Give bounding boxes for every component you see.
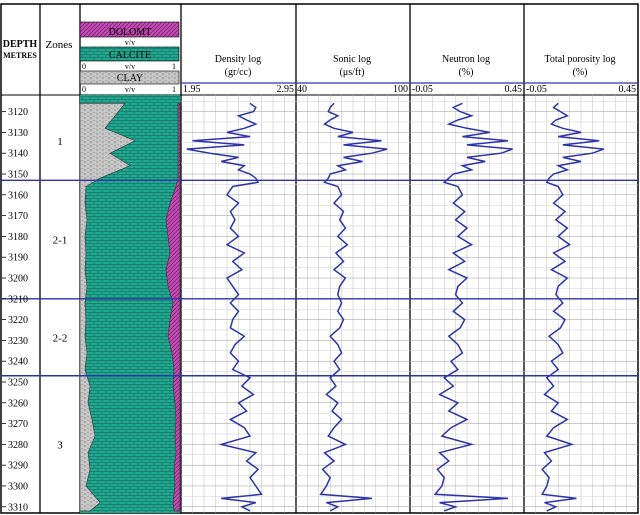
zone-label: 1 bbox=[57, 136, 63, 148]
track-min-porosity: -0.05 bbox=[526, 84, 547, 95]
litho-scale-mid: v/v bbox=[125, 85, 135, 94]
track-unit-sonic: (μs/ft) bbox=[340, 67, 365, 78]
dolomite-fill bbox=[165, 103, 181, 512]
zone-boundaries bbox=[1, 179, 638, 377]
track-grids bbox=[181, 95, 638, 513]
legend-label-calcite: CALCITE bbox=[109, 50, 151, 61]
depth-header-line2: METRES bbox=[3, 51, 37, 60]
zone-label: 2-2 bbox=[53, 332, 68, 344]
track-max-porosity: 0.45 bbox=[619, 84, 637, 95]
depth-tick-label: 3200 bbox=[8, 274, 28, 285]
curve-sonic-log bbox=[319, 102, 388, 512]
lithology-track bbox=[79, 95, 181, 513]
track-max-density: 2.95 bbox=[277, 84, 295, 95]
depth-tick-label: 3160 bbox=[8, 190, 28, 201]
depth-tick-label: 3290 bbox=[8, 461, 28, 472]
depth-tick-label: 3190 bbox=[8, 253, 28, 264]
track-unit-neutron: (%) bbox=[459, 67, 474, 78]
track-title-porosity: Total porosity log bbox=[545, 54, 616, 65]
zones-header: Zones bbox=[46, 39, 73, 51]
litho-scale-right: 1 bbox=[172, 85, 176, 94]
depth-tick-label: 3150 bbox=[8, 170, 28, 181]
zone-label: 2-1 bbox=[53, 235, 68, 247]
legend-unit-2: v/v bbox=[125, 62, 135, 71]
depth-tick-label: 3210 bbox=[8, 294, 28, 305]
track-title-sonic: Sonic log bbox=[333, 54, 371, 65]
legend-unit-1: v/v bbox=[125, 38, 135, 47]
header: DEPTH METRES Zones DOLOMT v/v CALCITE v/… bbox=[3, 21, 637, 95]
legend-clay-left: 0 bbox=[82, 62, 86, 71]
track-min-density: 1.95 bbox=[183, 84, 201, 95]
track-unit-density: (gr/cc) bbox=[225, 67, 252, 78]
depth-tick-label: 3270 bbox=[8, 419, 28, 430]
depth-tick-label: 3260 bbox=[8, 398, 28, 409]
zone-label: 3 bbox=[57, 439, 63, 451]
depth-tick-label: 3230 bbox=[8, 336, 28, 347]
legend-clay-right: 1 bbox=[172, 62, 176, 71]
log-curves bbox=[186, 102, 605, 512]
depth-tick-label: 3180 bbox=[8, 232, 28, 243]
litho-scale-left: 0 bbox=[82, 85, 86, 94]
track-title-density: Density log bbox=[215, 54, 261, 65]
legend-swatch-dolomite bbox=[79, 21, 180, 38]
depth-tick-label: 3250 bbox=[8, 377, 28, 388]
zone-labels: 1 2-1 2-2 3 bbox=[53, 136, 68, 452]
outer-border bbox=[0, 3, 639, 514]
depth-tick-label: 3140 bbox=[8, 149, 28, 160]
depth-tick-label: 3170 bbox=[8, 211, 28, 222]
depth-axis: 3120 3130 3140 3150 3160 3170 3180 3190 3200 3210… bbox=[2, 107, 28, 513]
track-unit-porosity: (%) bbox=[573, 67, 588, 78]
depth-tick-label: 3220 bbox=[8, 315, 28, 326]
depth-header-line1: DEPTH bbox=[3, 39, 38, 50]
legend-swatch-calcite bbox=[79, 46, 180, 62]
curve-total-porosity-log bbox=[541, 102, 605, 512]
depth-tick-label: 3120 bbox=[8, 107, 28, 118]
curve-neutron-log bbox=[433, 102, 513, 512]
track-max-sonic: 100 bbox=[393, 84, 408, 95]
depth-tick-label: 3130 bbox=[8, 128, 28, 139]
depth-tick-label: 3300 bbox=[8, 481, 28, 492]
track-min-neutron: -0.05 bbox=[412, 84, 433, 95]
track-max-neutron: 0.45 bbox=[505, 84, 523, 95]
depth-tick-label: 3280 bbox=[8, 440, 28, 451]
depth-tick-label: 3240 bbox=[8, 357, 28, 368]
track-title-neutron: Neutron log bbox=[442, 54, 490, 65]
legend-label-clay: CLAY bbox=[117, 73, 143, 84]
curve-density-log bbox=[186, 102, 263, 512]
track-min-sonic: 40 bbox=[297, 84, 307, 95]
depth-tick-label: 3310 bbox=[8, 502, 28, 513]
legend-label-dolomite: DOLOMT bbox=[109, 27, 152, 38]
clay-fill bbox=[79, 103, 136, 512]
legend-swatch-clay bbox=[79, 70, 180, 85]
